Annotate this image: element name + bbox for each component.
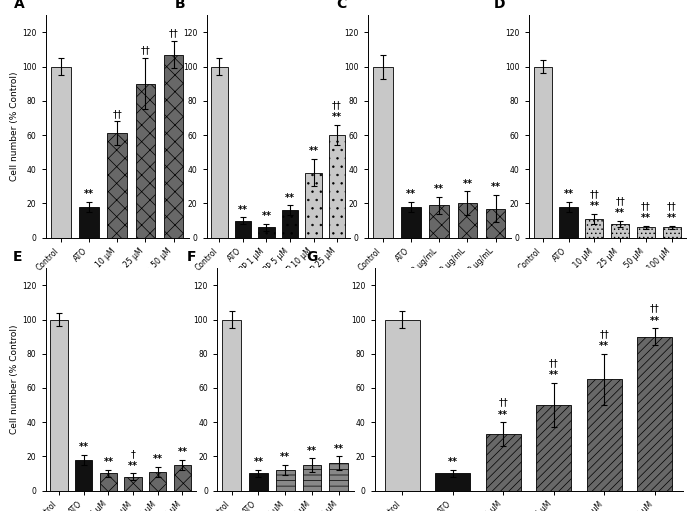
- Bar: [305, 173, 322, 238]
- Y-axis label: Cell number (% Control): Cell number (% Control): [10, 324, 19, 434]
- Bar: [302, 465, 321, 491]
- Text: **: **: [253, 457, 263, 468]
- Bar: [211, 66, 228, 238]
- Text: **: **: [104, 457, 113, 468]
- Bar: [100, 474, 117, 491]
- Text: ††: ††: [549, 358, 559, 368]
- Text: ††: ††: [615, 196, 625, 206]
- Text: **: **: [615, 208, 625, 218]
- Text: ††: ††: [113, 109, 122, 119]
- Bar: [125, 477, 141, 491]
- Text: **: **: [280, 452, 290, 462]
- Text: C: C: [336, 0, 346, 11]
- Bar: [174, 465, 191, 491]
- Text: **: **: [334, 444, 344, 454]
- Text: D: D: [494, 0, 505, 11]
- Text: **: **: [641, 213, 651, 223]
- Bar: [107, 133, 127, 238]
- Text: **: **: [498, 410, 508, 420]
- Text: B: B: [175, 0, 186, 11]
- Text: ††: ††: [641, 201, 651, 211]
- Bar: [276, 470, 295, 491]
- Text: F: F: [187, 250, 197, 264]
- Text: **: **: [238, 204, 248, 215]
- Bar: [637, 227, 655, 238]
- Bar: [611, 224, 629, 238]
- Bar: [663, 227, 681, 238]
- Bar: [435, 474, 470, 491]
- Text: **: **: [285, 193, 295, 202]
- Bar: [373, 66, 393, 238]
- Bar: [401, 207, 421, 238]
- Text: ††: ††: [498, 398, 508, 408]
- Bar: [536, 405, 571, 491]
- Text: **: **: [406, 189, 416, 199]
- Text: ††: ††: [332, 100, 342, 110]
- Bar: [486, 434, 521, 491]
- Bar: [533, 66, 552, 238]
- Text: ††: ††: [599, 329, 609, 339]
- Bar: [587, 379, 622, 491]
- Text: **: **: [309, 146, 318, 156]
- Text: **: **: [128, 461, 138, 471]
- Text: **: **: [78, 442, 89, 452]
- Bar: [282, 210, 298, 238]
- Text: **: **: [549, 370, 559, 380]
- Bar: [249, 474, 268, 491]
- Text: **: **: [84, 189, 94, 199]
- Text: **: **: [448, 457, 458, 468]
- Text: ††: ††: [169, 29, 178, 38]
- Bar: [149, 472, 167, 491]
- Text: ††: ††: [141, 45, 150, 56]
- Bar: [50, 319, 68, 491]
- Bar: [75, 460, 92, 491]
- Text: A: A: [14, 0, 24, 11]
- Text: **: **: [564, 189, 573, 199]
- Bar: [429, 205, 449, 238]
- Text: **: **: [332, 112, 342, 122]
- Bar: [164, 55, 183, 238]
- Bar: [51, 66, 71, 238]
- Bar: [258, 227, 274, 238]
- Text: **: **: [599, 341, 609, 351]
- Text: **: **: [153, 454, 163, 464]
- Text: †: †: [131, 449, 136, 459]
- Text: **: **: [434, 184, 444, 194]
- Text: E: E: [13, 250, 22, 264]
- Bar: [330, 463, 348, 491]
- Text: **: **: [491, 182, 500, 192]
- Bar: [136, 84, 155, 238]
- Text: G: G: [307, 250, 318, 264]
- Text: **: **: [667, 213, 677, 223]
- Bar: [559, 207, 578, 238]
- Text: **: **: [307, 446, 317, 455]
- Text: **: **: [463, 179, 473, 189]
- Text: ††: ††: [667, 201, 677, 211]
- Bar: [486, 208, 505, 238]
- Bar: [79, 207, 99, 238]
- Bar: [458, 203, 477, 238]
- Bar: [329, 135, 345, 238]
- Text: **: **: [177, 447, 188, 457]
- Text: **: **: [589, 201, 599, 211]
- Text: ††: ††: [650, 304, 659, 314]
- Bar: [637, 337, 673, 491]
- Text: ††: ††: [589, 189, 599, 199]
- Bar: [585, 219, 603, 238]
- Bar: [384, 319, 420, 491]
- Bar: [223, 319, 241, 491]
- Bar: [234, 221, 251, 238]
- Y-axis label: Cell number (% Control): Cell number (% Control): [10, 72, 19, 181]
- Text: **: **: [262, 212, 272, 221]
- Text: **: **: [650, 316, 659, 326]
